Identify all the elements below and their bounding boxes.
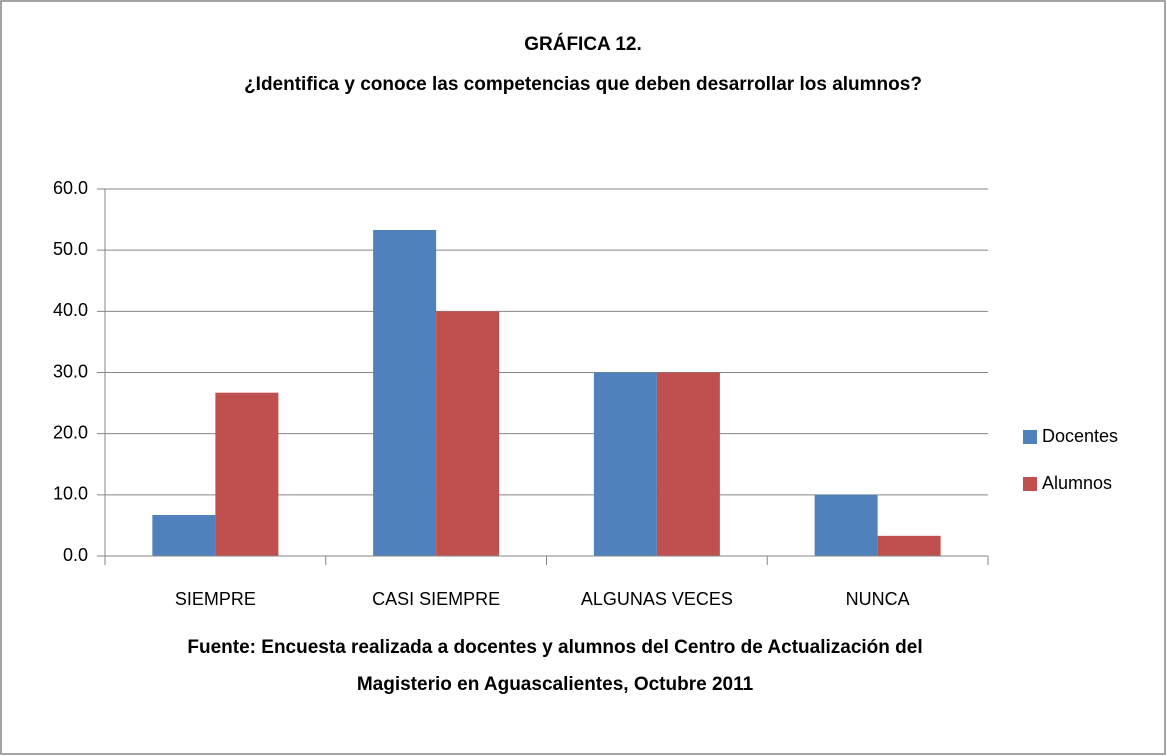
- bar: [593, 372, 657, 556]
- y-tick-label: 40.0: [53, 300, 88, 320]
- bar: [436, 311, 500, 556]
- bar: [877, 535, 941, 556]
- legend-label: Alumnos: [1042, 473, 1112, 493]
- legend-label: Docentes: [1042, 426, 1118, 446]
- chart-subtitle: ¿Identifica y conoce las competencias qu…: [244, 74, 922, 95]
- bar: [373, 229, 437, 556]
- y-tick-label: 20.0: [53, 422, 88, 442]
- legend-swatch: [1023, 430, 1037, 444]
- x-tick-label: CASI SIEMPRE: [372, 589, 500, 609]
- y-tick-label: 50.0: [53, 239, 88, 259]
- source-note: Fuente: Encuesta realizada a docentes y …: [187, 637, 922, 658]
- bar: [215, 392, 279, 556]
- bar: [814, 494, 878, 556]
- legend-swatch: [1023, 477, 1037, 491]
- y-tick-label: 0.0: [63, 545, 88, 565]
- x-tick-label: NUNCA: [846, 589, 910, 609]
- chart-title: GRÁFICA 12.: [524, 33, 642, 55]
- bar: [656, 372, 720, 556]
- x-tick-label: SIEMPRE: [175, 589, 256, 609]
- y-tick-label: 10.0: [53, 484, 88, 504]
- y-tick-label: 30.0: [53, 361, 88, 381]
- source-note: Magisterio en Aguascalientes, Octubre 20…: [357, 674, 754, 695]
- x-tick-label: ALGUNAS VECES: [581, 589, 733, 609]
- y-tick-label: 60.0: [53, 178, 88, 198]
- bar: [152, 515, 216, 556]
